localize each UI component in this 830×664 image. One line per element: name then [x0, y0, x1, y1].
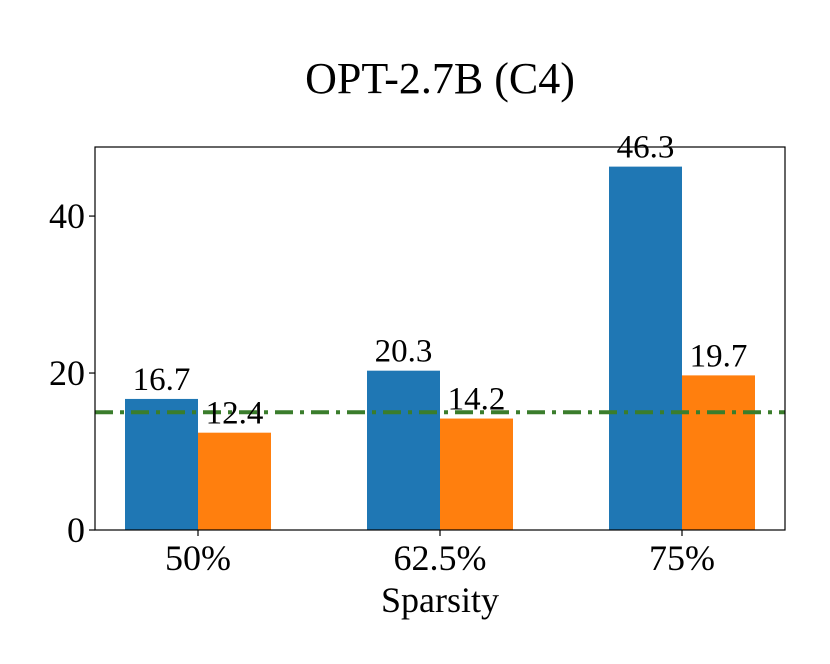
data-label-series1-3: 46.3 — [617, 130, 675, 166]
x-axis-ticks: 50% 62.5% 75% — [165, 530, 715, 578]
bar-series1-2 — [367, 370, 440, 530]
data-label-series2-2: 14.2 — [448, 382, 506, 418]
data-label-series2-1: 12.4 — [206, 396, 264, 432]
y-axis-ticks: 0 20 40 — [49, 196, 95, 550]
y-tick-label-1: 0 — [67, 510, 85, 550]
data-label-series1-2: 20.3 — [375, 334, 433, 370]
bar-series2-2 — [440, 418, 513, 530]
data-label-series1-1: 16.7 — [133, 362, 191, 398]
bar-series1-3 — [609, 166, 682, 530]
x-tick-label-3: 75% — [649, 538, 715, 578]
data-label-series2-3: 19.7 — [690, 338, 748, 374]
y-tick-label-3: 40 — [49, 196, 85, 236]
bars — [125, 166, 755, 530]
bar-series1-1 — [125, 398, 198, 530]
x-tick-label-2: 62.5% — [394, 538, 487, 578]
chart-title: OPT-2.7B (C4) — [305, 54, 575, 103]
y-tick-label-2: 20 — [49, 353, 85, 393]
bar-series2-3 — [682, 375, 755, 530]
data-labels: 16.7 12.4 20.3 14.2 46.3 19.7 — [133, 130, 748, 432]
x-axis-label: Sparsity — [381, 580, 499, 620]
bar-series2-1 — [198, 432, 271, 530]
x-tick-label-1: 50% — [165, 538, 231, 578]
